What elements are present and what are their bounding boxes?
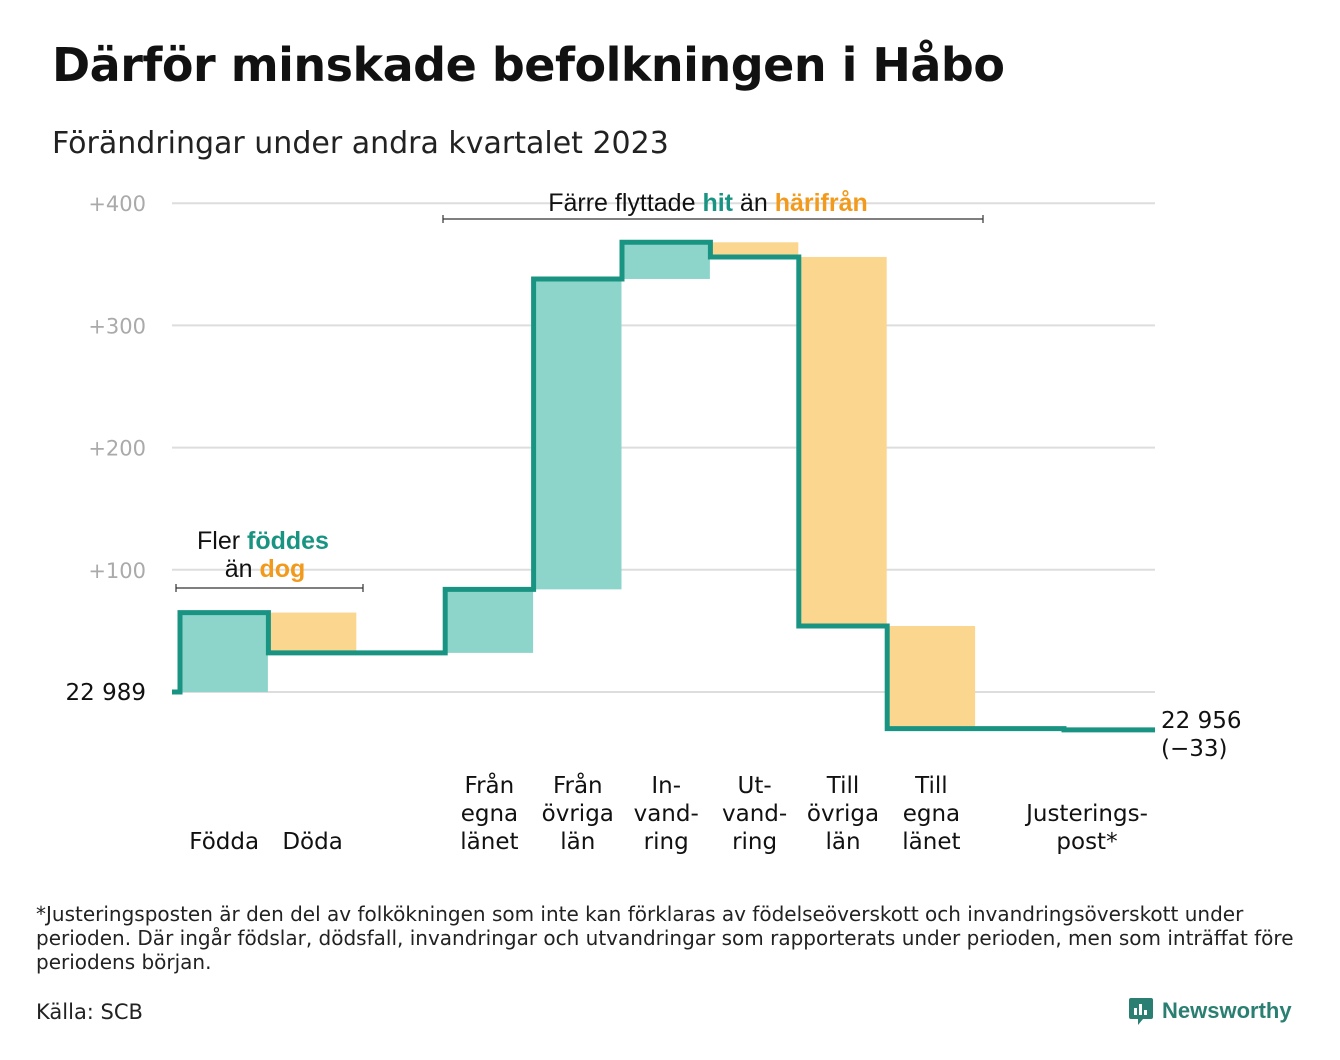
y-tick-label: +200	[88, 437, 146, 461]
bracket-births-deaths	[175, 584, 364, 592]
brand: Newsworthy	[1128, 996, 1292, 1026]
chart-subtitle: Förändringar under andra kvartalet 2023	[52, 126, 669, 161]
bars-group	[180, 242, 976, 729]
category-label: Födda	[189, 829, 259, 855]
start-value-label: 22 989	[66, 680, 146, 706]
y-tick-label: +300	[88, 314, 146, 338]
waterfall-bar	[798, 256, 887, 627]
end-value-label: 22 956	[1161, 708, 1241, 734]
waterfall-bar	[180, 612, 268, 692]
chart-title: Därför minskade befolkningen i Håbo	[52, 38, 1005, 92]
footnote: *Justeringsposten är den del av folkökni…	[36, 902, 1294, 974]
waterfall-bar	[710, 242, 799, 257]
waterfall-bar	[887, 626, 976, 729]
y-tick-label: +400	[88, 192, 146, 216]
annotation-births-deaths: Fler föddes	[197, 527, 329, 555]
waterfall-bar	[622, 242, 710, 279]
end-change-label: (−33)	[1161, 736, 1227, 762]
annotation-births-deaths-line2: än dog	[225, 555, 306, 583]
category-label: Justerings-post*	[1024, 801, 1148, 855]
bracket-migration	[442, 215, 984, 223]
y-tick-label: +100	[88, 559, 146, 583]
category-label: Från övriga län	[542, 771, 614, 855]
waterfall-chart: +400 +300 +200 +100 22 989 22 956(−33) Födda Dö…	[66, 189, 1242, 855]
waterfall-bar	[533, 278, 622, 590]
newsworthy-logo-icon	[1129, 998, 1153, 1025]
source-label: Källa: SCB	[36, 1000, 143, 1024]
brand-name: Newsworthy	[1162, 998, 1292, 1023]
category-label: Till övriga län	[807, 773, 879, 855]
category-label: Till egna länet	[902, 773, 960, 855]
cumulative-step-line	[172, 239, 1155, 733]
annotation-migration: Färre flyttade hit än härifrån	[548, 189, 868, 217]
category-label: Från egna länet	[460, 771, 518, 855]
waterfall-bar	[268, 612, 357, 653]
category-label: Döda	[282, 829, 342, 855]
waterfall-bar	[445, 589, 534, 653]
category-label: In-vand-ring	[634, 773, 699, 855]
category-label: Ut-vand-ring	[722, 773, 787, 855]
